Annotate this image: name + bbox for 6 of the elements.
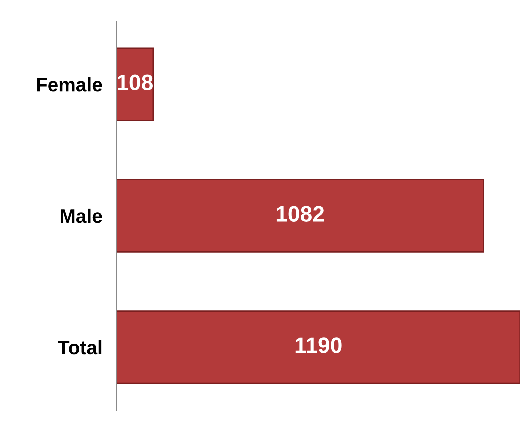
data-label: 1082 <box>276 206 324 222</box>
y-tick-label: Female <box>37 78 102 92</box>
data-label: 108 <box>118 74 153 91</box>
y-tick-label: Male <box>61 208 102 224</box>
data-label: 1190 <box>296 338 342 354</box>
y-tick-label: Total <box>58 340 102 355</box>
